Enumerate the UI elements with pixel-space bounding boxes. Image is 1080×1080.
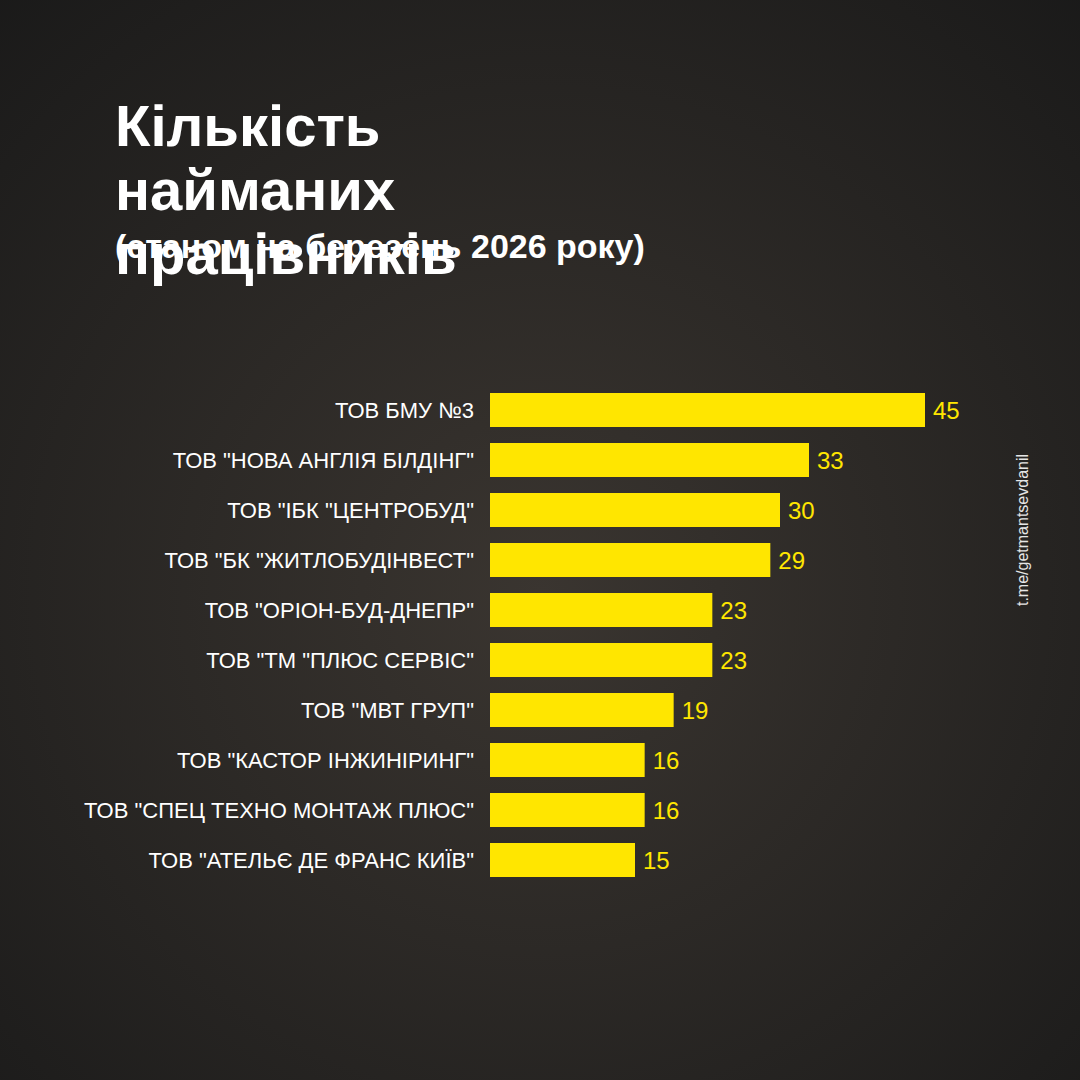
svg-text:33: 33: [817, 447, 844, 474]
svg-text:ТОВ "ОРІОН-БУД-ДНЕПР": ТОВ "ОРІОН-БУД-ДНЕПР": [205, 598, 474, 623]
svg-text:15: 15: [643, 847, 670, 874]
svg-text:найманих: найманих: [115, 157, 411, 222]
svg-text:ТОВ "МВТ ГРУП": ТОВ "МВТ ГРУП": [301, 698, 474, 723]
svg-text:ТОВ "НОВА АНГЛІЯ БІЛДІНГ": ТОВ "НОВА АНГЛІЯ БІЛДІНГ": [173, 448, 474, 473]
svg-text:ТОВ "ІБК "ЦЕНТРОБУД": ТОВ "ІБК "ЦЕНТРОБУД": [227, 498, 474, 523]
svg-text:16: 16: [653, 747, 680, 774]
svg-text:ТОВ "КАСТОР ІНЖИНІРИНГ": ТОВ "КАСТОР ІНЖИНІРИНГ": [177, 748, 474, 773]
svg-text:(станом на березень 2026 року): (станом на березень 2026 року): [115, 227, 645, 265]
svg-text:ТОВ "СПЕЦ ТЕХНО МОНТАЖ ПЛЮС": ТОВ "СПЕЦ ТЕХНО МОНТАЖ ПЛЮС": [84, 798, 474, 823]
svg-text:ТОВ "БК "ЖИТЛОБУДІНВЕСТ": ТОВ "БК "ЖИТЛОБУДІНВЕСТ": [164, 548, 474, 573]
svg-text:t.me/getmantsevdanil: t.me/getmantsevdanil: [1014, 454, 1031, 606]
svg-text:Кількість: Кількість: [115, 93, 397, 158]
svg-text:23: 23: [720, 647, 747, 674]
svg-text:ТОВ "АТЕЛЬЄ ДЕ ФРАНС КИЇВ": ТОВ "АТЕЛЬЄ ДЕ ФРАНС КИЇВ": [149, 848, 474, 873]
svg-text:23: 23: [720, 597, 747, 624]
svg-text:16: 16: [653, 797, 680, 824]
svg-text:ТОВ "ТМ "ПЛЮС СЕРВІС": ТОВ "ТМ "ПЛЮС СЕРВІС": [206, 648, 474, 673]
svg-text:19: 19: [682, 697, 709, 724]
svg-text:29: 29: [778, 547, 805, 574]
svg-text:ТОВ БМУ №3: ТОВ БМУ №3: [335, 398, 474, 423]
svg-text:30: 30: [788, 497, 815, 524]
svg-text:45: 45: [933, 397, 960, 424]
